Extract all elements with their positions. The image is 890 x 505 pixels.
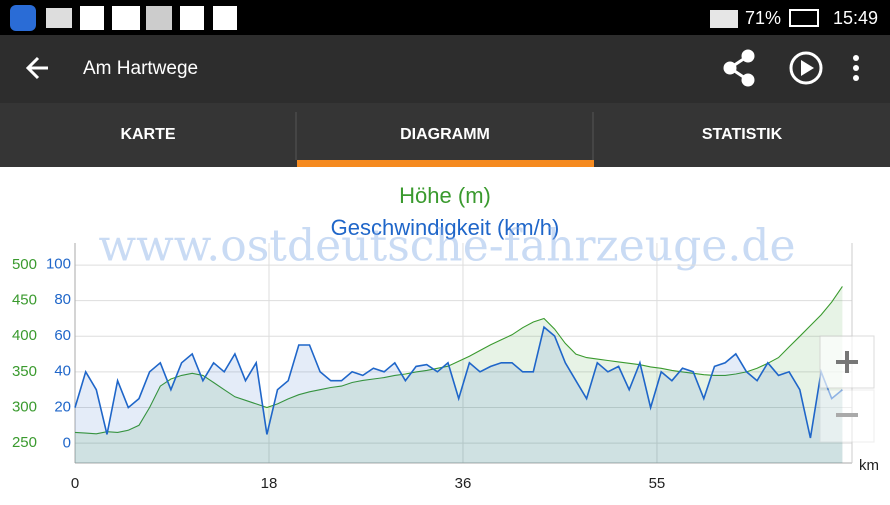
app-bar (0, 35, 890, 103)
app-icon (180, 6, 204, 30)
y2-tick-label: 60 (54, 327, 71, 344)
y-tick-label: 400 (12, 327, 37, 344)
line (74, 286, 843, 435)
app-title: Am Hartwege (83, 58, 198, 79)
y-tick-label: 350 (12, 363, 37, 380)
x-tick-label: 55 (649, 475, 666, 492)
tab[interactable]: KARTE (120, 126, 175, 143)
y-tick-label: 300 (12, 398, 37, 415)
menu-button[interactable] (853, 55, 859, 81)
plot: Höhe (m) Geschwindigkeit (km/h)www.ostdeu… (12, 183, 879, 492)
x-tick-label: 18 (261, 475, 278, 492)
play-button[interactable] (789, 51, 823, 85)
app-icon (213, 6, 237, 30)
clock: 15:49 (833, 8, 878, 28)
chart-subtitle: Geschwindigkeit (km/h) (331, 215, 560, 240)
tab[interactable]: DIAGRAMM (400, 126, 490, 143)
zoom-in[interactable] (819, 335, 875, 389)
area (75, 286, 843, 463)
share-button[interactable] (723, 49, 755, 87)
chart-title: Höhe (m) (399, 183, 491, 208)
y2-tick-label: 40 (54, 363, 71, 380)
app-icon (46, 8, 72, 28)
signal-icon (710, 10, 738, 28)
app-icon (10, 5, 36, 31)
app-icon (80, 6, 104, 30)
line (74, 325, 843, 439)
y2-tick-label: 0 (63, 434, 71, 451)
y2-tick-label: 80 (54, 291, 71, 308)
y-tick-label: 500 (12, 256, 37, 273)
y2-tick-label: 100 (46, 255, 71, 272)
x-tick-label: 0 (71, 475, 79, 492)
app-icon (112, 6, 140, 30)
y-tick-label: 250 (12, 434, 37, 451)
tab[interactable]: STATISTIK (702, 126, 783, 143)
area (75, 327, 843, 463)
y-tick-label: 450 (12, 292, 37, 309)
x-axis-label: km (859, 457, 879, 474)
app-icon (146, 6, 172, 30)
tab-bar (0, 103, 890, 167)
back-button[interactable] (25, 56, 48, 80)
battery-icon (789, 9, 819, 27)
tab-indicator (297, 160, 594, 167)
x-tick-label: 36 (455, 475, 472, 492)
battery-level: 71% (745, 8, 781, 28)
zoom-out[interactable] (819, 389, 875, 443)
y2-tick-label: 20 (54, 399, 71, 416)
watermark: www.ostdeutsche-fahrzeuge.de (98, 221, 795, 272)
